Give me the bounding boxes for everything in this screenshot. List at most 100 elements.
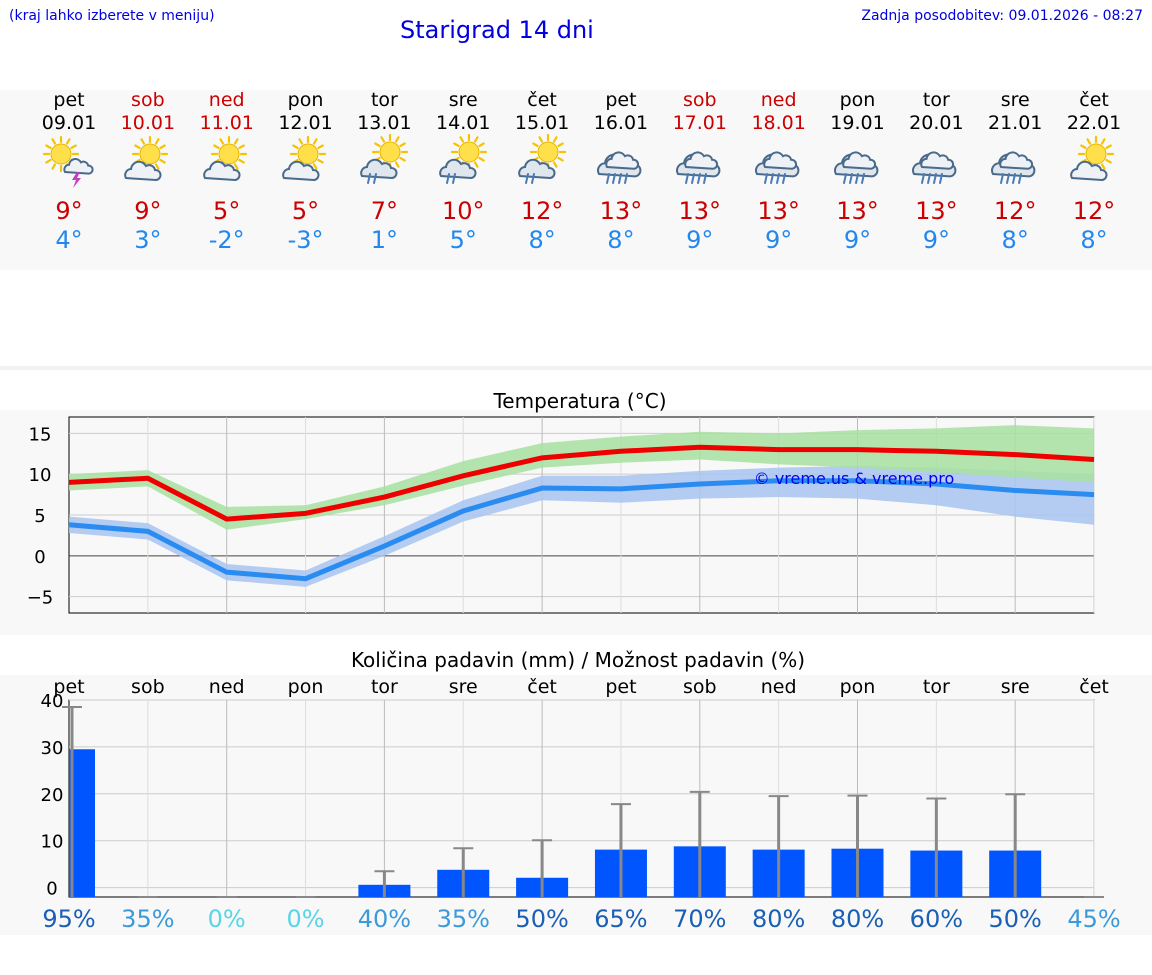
min-temperature: 9° [686,226,714,254]
day-date: 15.01 [514,112,570,134]
max-temp-line [68,444,1095,522]
y-tick-label: 15 [29,424,52,445]
min-temperature: 8° [607,226,635,254]
min-temperature: 9° [922,226,950,254]
precipitation-probability: 0% [287,905,325,933]
day-name: ned [208,89,245,111]
precipitation-chart-title: Količina padavin (mm) / Možnost padavin … [351,648,805,672]
day-date: 21.01 [987,112,1043,134]
day-date: 20.01 [909,112,964,134]
day-date: 18.01 [751,112,806,134]
cloud-rain-icon [596,151,642,184]
day-name: tor [922,89,950,111]
y-tick-label: 5 [34,506,45,527]
precipitation-probability: 70% [673,905,726,933]
day-name: pet [53,89,85,111]
precipitation-probability: 35% [121,905,174,933]
min-temp-line [68,478,1095,582]
day-date: 14.01 [436,112,491,134]
y-tick-label: 0 [34,547,45,568]
min-temperature: 9° [765,226,793,254]
min-temperature: 8° [528,226,556,254]
day-name: čet [527,89,557,111]
category-label: sob [683,676,717,698]
max-temperature: 13° [678,197,722,225]
min-temp-band [69,466,1095,587]
precipitation-probability: 60% [910,905,963,933]
day-name: sre [1000,89,1030,111]
max-temperature: 13° [599,197,643,225]
cloud-rain-icon [912,151,957,184]
min-temperature: 1° [370,226,399,254]
day-name: čet [1079,89,1109,111]
category-label: sre [1001,676,1030,698]
day-date: 19.01 [830,112,885,134]
sun-cloud-icon [202,135,247,182]
day-date: 12.01 [278,112,333,134]
precipitation-probability: 50% [989,905,1042,933]
sun-cloud-thunder-icon [42,135,94,188]
temperature-chart: Temperatura (°C) 15 10 5 0 −5 © vreme.us & vre… [27,389,1095,614]
min-temperature: 8° [1001,226,1029,254]
max-temperature: 12° [1072,197,1116,225]
precipitation-probability: 80% [831,905,884,933]
min-temperature: -3° [287,226,324,254]
min-temperature: 3° [134,226,162,254]
min-temperature: 5° [449,226,477,254]
day-name: ned [760,89,797,111]
cloud-rain-icon [991,151,1036,184]
category-label: tor [923,676,950,698]
precipitation-probability: 45% [1067,905,1120,933]
day-date: 16.01 [593,112,649,134]
category-label: pon [288,676,324,698]
category-label: čet [527,676,557,698]
divider [0,366,1152,370]
day-name: sob [131,89,165,111]
y-tick-label: 10 [29,465,52,486]
category-label: pet [53,676,84,698]
day-date: 13.01 [357,112,412,134]
category-label: tor [371,676,398,698]
y-tick-label: 30 [41,738,64,759]
y-tick-label: 20 [41,785,64,806]
min-temperature: 8° [1080,226,1108,254]
watermark: © vreme.us & vreme.pro [754,469,955,488]
sun-cloud-icon [124,135,168,182]
max-temperature: 12° [993,197,1037,225]
precipitation-probability: 0% [208,905,246,933]
max-temperature: 13° [757,197,800,225]
category-label: sob [131,676,165,698]
min-temperature: -2° [208,226,245,254]
temperature-chart-title: Temperatura (°C) [492,389,666,413]
cloud-rain-icon [754,151,800,184]
y-tick-label: 0 [46,879,57,900]
day-name: pon [287,89,324,111]
last-update: Zadnja posodobitev: 09.01.2026 - 08:27 [861,8,1143,24]
precipitation-probability: 50% [515,905,568,933]
precipitation-probability: 35% [437,905,490,933]
max-temperature: 5° [213,197,241,225]
y-tick-label: −5 [27,588,54,609]
day-date: 09.01 [41,112,97,134]
day-name: pon [839,89,876,111]
max-temperature: 9° [134,197,162,225]
day-date: 17.01 [672,112,727,134]
day-name: pet [605,89,637,111]
day-name: tor [370,89,398,111]
day-name: sob [683,89,717,111]
location-hint: (kraj lahko izberete v meniju) [9,8,215,24]
max-temperature: 10° [441,197,485,225]
sun-cloud-icon [281,135,326,182]
category-label: ned [761,676,797,698]
day-date: 10.01 [120,112,176,134]
sun-cloud-rain-icon [360,134,409,184]
precipitation-chart: Količina padavin (mm) / Možnost padavin … [41,648,1121,933]
category-label: čet [1079,676,1109,698]
precipitation-probability: 65% [594,905,647,933]
sun-cloud-rain-icon [439,134,488,184]
precipitation-probability: 95% [42,905,95,933]
cloud-rain-icon [675,151,721,184]
cloud-rain-icon [833,151,878,184]
max-temperature: 7° [370,197,399,225]
category-label: pet [605,676,636,698]
